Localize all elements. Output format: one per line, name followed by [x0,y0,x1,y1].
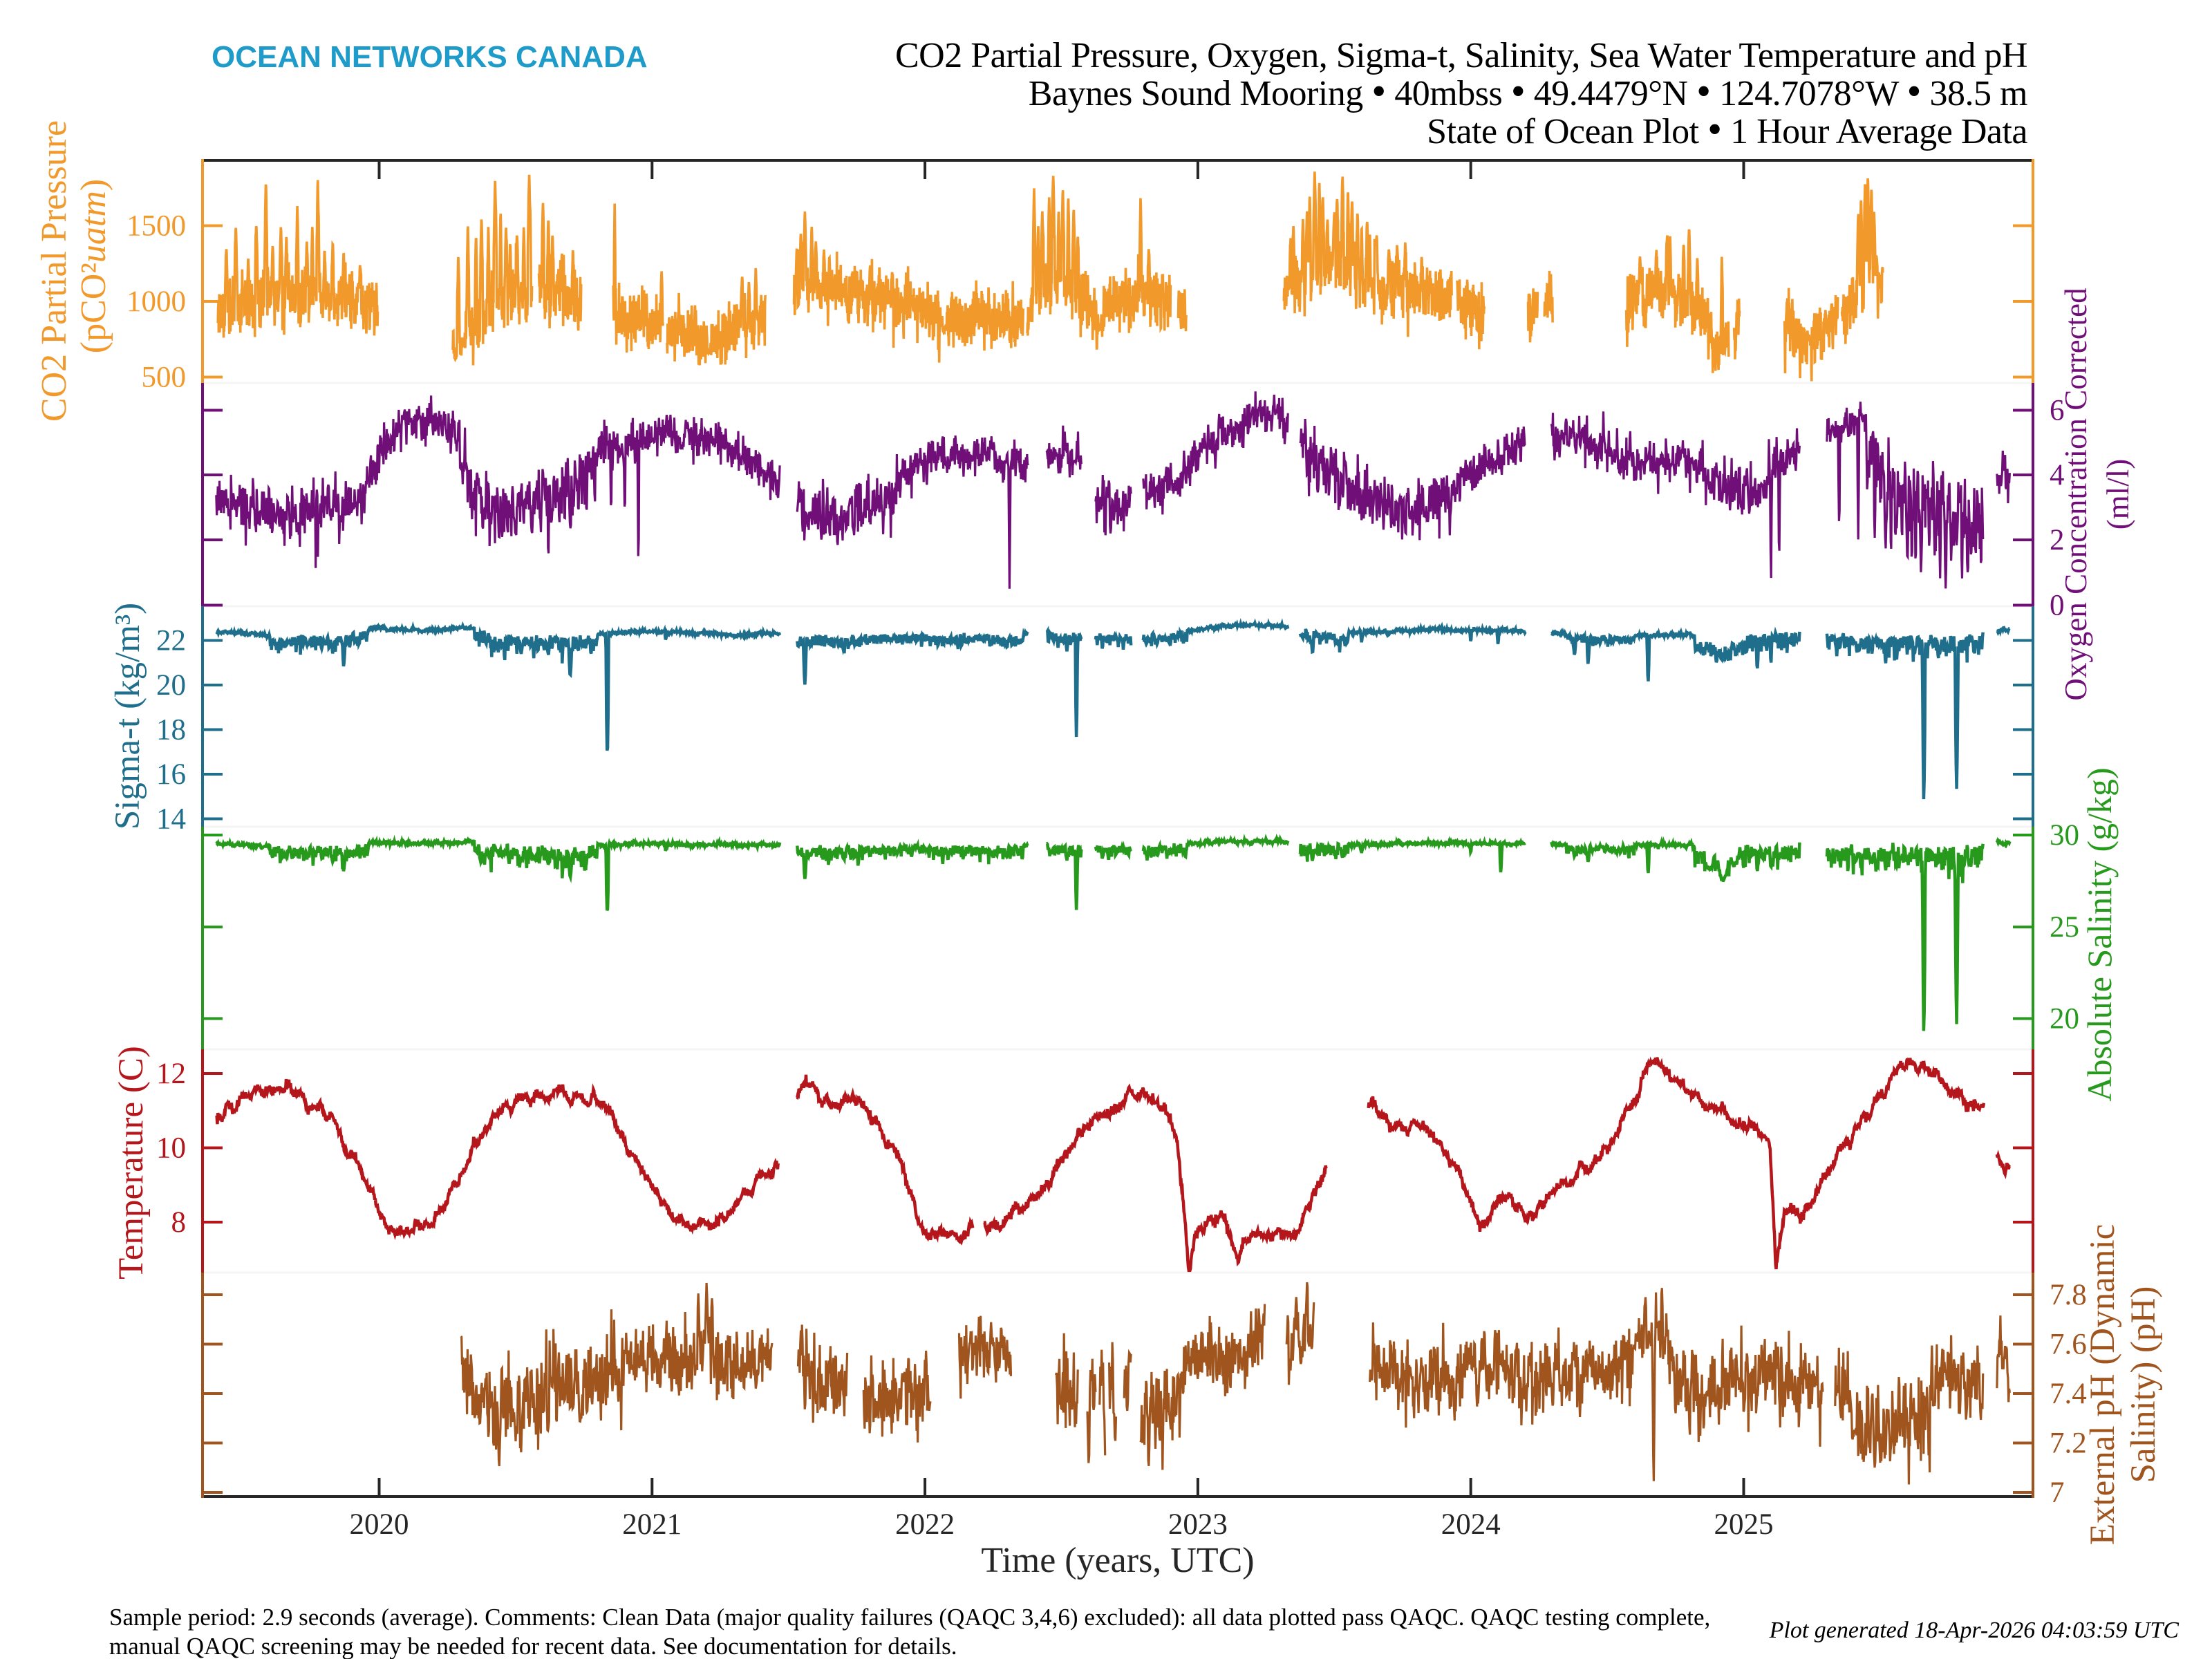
svg-text:Temperature (C): Temperature (C) [112,1046,151,1280]
svg-text:2: 2 [2050,524,2065,556]
svg-text:0: 0 [2050,590,2065,622]
svg-text:25: 25 [2050,911,2079,944]
svg-text:State of Ocean Plot • 1 Hour A: State of Ocean Plot • 1 Hour Average Dat… [1427,106,2027,152]
svg-text:500: 500 [142,362,187,394]
svg-text:manual QAQC screening may be n: manual QAQC screening may be needed for … [109,1633,957,1659]
svg-text:External pH (Dynamic: External pH (Dynamic [2083,1224,2122,1546]
svg-text:OCEAN NETWORKS CANADA: OCEAN NETWORKS CANADA [212,40,648,74]
svg-text:Salinity) (pH): Salinity) (pH) [2124,1286,2163,1483]
svg-text:20: 20 [2050,1003,2079,1035]
svg-text:4: 4 [2050,459,2065,491]
svg-text:Oxygen Concentration Corrected: Oxygen Concentration Corrected [2059,288,2093,700]
svg-text:7.6: 7.6 [2050,1329,2087,1361]
svg-text:CO2 Partial Pressure, Oxygen,: CO2 Partial Pressure, Oxygen, Sigma-t, S… [895,36,2027,75]
svg-text:2022: 2022 [895,1508,955,1541]
svg-text:30: 30 [2050,819,2079,852]
svg-text:1000: 1000 [126,285,186,318]
svg-text:20: 20 [156,669,186,702]
svg-text:6: 6 [2050,395,2065,427]
svg-text:22: 22 [156,625,186,657]
svg-text:12: 12 [156,1058,186,1090]
svg-text:2025: 2025 [1714,1508,1774,1541]
svg-text:2023: 2023 [1168,1508,1228,1541]
svg-text:2021: 2021 [622,1508,682,1541]
svg-text:Absolute Salinity (g/kg): Absolute Salinity (g/kg) [2080,767,2119,1101]
svg-text:Baynes Sound Mooring • 40mbss: Baynes Sound Mooring • 40mbss • 49.4479°… [1029,68,2027,114]
svg-text:1500: 1500 [126,210,186,243]
svg-text:Sigma-t (kg/m³): Sigma-t (kg/m³) [109,603,147,830]
svg-text:(pCO²uatm): (pCO²uatm) [74,179,113,353]
svg-text:2024: 2024 [1441,1508,1501,1541]
svg-text:18: 18 [156,714,186,747]
svg-text:2020: 2020 [350,1508,409,1541]
svg-text:7: 7 [2050,1477,2065,1509]
svg-text:CO2 Partial Pressure: CO2 Partial Pressure [35,120,74,422]
svg-text:Sample period: 2.9 seconds (av: Sample period: 2.9 seconds (average). Co… [109,1604,1710,1631]
svg-text:14: 14 [156,803,186,836]
svg-text:Plot generated 18-Apr-2026 04:: Plot generated 18-Apr-2026 04:03:59 UTC [1769,1618,2180,1643]
svg-text:10: 10 [156,1132,186,1165]
svg-text:(ml/l): (ml/l) [2101,459,2135,529]
svg-text:Time (years, UTC): Time (years, UTC) [981,1541,1254,1580]
svg-text:7.8: 7.8 [2050,1279,2087,1311]
svg-text:7.2: 7.2 [2050,1427,2087,1460]
svg-text:7.4: 7.4 [2050,1378,2087,1410]
svg-text:16: 16 [156,758,186,791]
svg-text:8: 8 [171,1206,187,1239]
